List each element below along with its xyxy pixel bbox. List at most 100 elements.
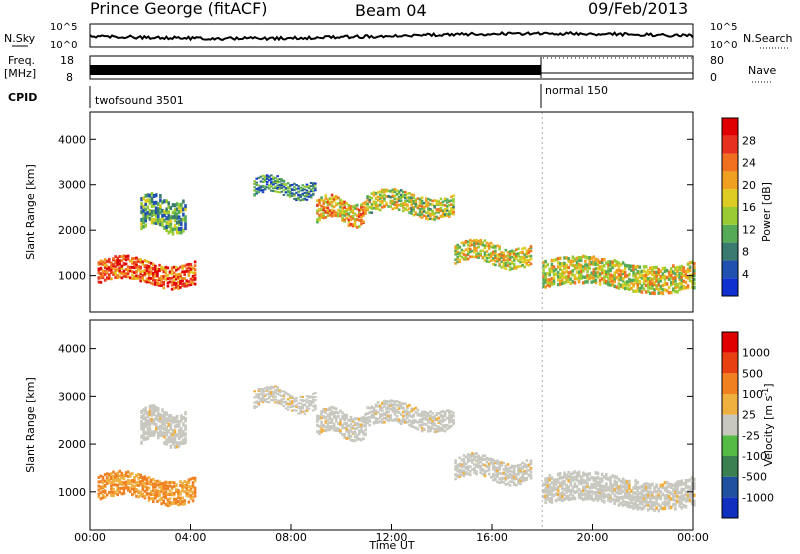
nave-label: Nave [748,64,776,77]
heatmap-cell [270,398,273,402]
heatmap-cell [170,501,174,505]
heatmap-cell [649,497,652,501]
xtick-label: 12:00 [376,531,408,544]
heatmap-cell [420,210,424,214]
heatmap-cell [458,245,462,249]
heatmap-cell [404,199,407,203]
heatmap-cell [412,418,416,422]
heatmap-cell [630,489,633,493]
heatmap-cell [353,222,357,226]
heatmap-cell [569,476,573,480]
heatmap-cell [425,197,428,200]
cpid-mode-1-name: twofsound [95,94,152,107]
heatmap-cell [137,274,140,278]
heatmap-cell [422,413,426,417]
heatmap-cell [341,209,344,213]
heatmap-cell [525,252,529,256]
heatmap-cell [131,273,134,277]
heatmap-cell [598,488,602,493]
heatmap-cell [189,263,193,266]
heatmap-cell [150,217,154,222]
heatmap-cell [374,192,378,195]
heatmap-cell [345,424,349,428]
heatmap-cell [607,266,610,270]
heatmap-cell [391,207,395,211]
heatmap-cell [577,492,581,496]
heatmap-cell [141,273,145,277]
heatmap-cell [288,400,292,403]
heatmap-cell [172,497,176,501]
heatmap-cell [385,416,388,419]
heatmap-cell [389,416,392,420]
colorbar-tick-label: 12 [742,223,756,236]
heatmap-cell [663,502,667,507]
heatmap-cell [628,494,631,498]
heatmap-cell [546,484,550,488]
heatmap-cell [477,458,480,461]
heatmap-cell [185,279,189,283]
heatmap-cell [159,419,162,424]
heatmap-cell [135,256,138,260]
heatmap-cell [661,266,665,271]
heatmap-cell [99,273,103,277]
heatmap-cell [276,178,279,181]
heatmap-cell [128,269,132,273]
heatmap-cell [657,280,660,284]
heatmap-cell [586,481,589,486]
heatmap-cell [519,255,522,259]
heatmap-cell [525,476,529,480]
heatmap-cell [301,184,305,187]
heatmap-cell [684,273,688,277]
heatmap-cell [193,494,197,498]
heatmap-cell [468,249,472,252]
heatmap-cell [422,422,426,426]
heatmap-cell [653,282,656,287]
heatmap-cell [445,212,449,216]
heatmap-cell [602,475,606,479]
heatmap-cell [420,426,424,430]
heatmap-cell [328,197,332,200]
heatmap-cell [552,258,556,263]
heatmap-cell [158,282,161,286]
heatmap-cell [334,417,338,421]
heatmap-cell [592,476,596,480]
heatmap-cell [152,200,156,205]
heatmap-cell [145,477,149,481]
heatmap-cell [508,469,512,473]
heatmap-cell [401,417,405,421]
heatmap-cell [141,482,145,486]
heatmap-cell [169,426,173,431]
heatmap-cell [669,273,673,278]
heatmap-cell [437,209,441,213]
heatmap-cell [191,495,195,499]
heatmap-cell [454,262,457,265]
heatmap-cell [145,277,149,281]
heatmap-cell [140,222,143,227]
heatmap-cell [177,284,180,288]
heatmap-cell [655,270,658,275]
heatmap-cell [623,281,627,285]
heatmap-cell [343,422,346,425]
power-colorbar-label: Power [dB] [760,182,773,242]
heatmap-cell [140,201,143,206]
heatmap-cell [548,474,552,478]
heatmap-cell [372,206,376,210]
heatmap-cell [642,276,646,280]
heatmap-cell [462,463,466,467]
heatmap-cell [274,185,277,188]
heatmap-cell [343,203,346,206]
heatmap-cell [164,496,168,500]
heatmap-cell [291,396,294,400]
heatmap-cell [183,480,186,484]
heatmap-cell [299,409,302,413]
heatmap-cell [611,279,614,283]
heatmap-cell [309,395,313,398]
heatmap-cell [422,427,426,431]
heatmap-cell [99,480,103,484]
heatmap-cell [561,491,564,495]
heatmap-cell [163,422,166,427]
heatmap-cell [120,476,124,480]
heatmap-cell [565,279,568,284]
heatmap-cell [175,266,178,269]
heatmap-cell [177,420,181,425]
